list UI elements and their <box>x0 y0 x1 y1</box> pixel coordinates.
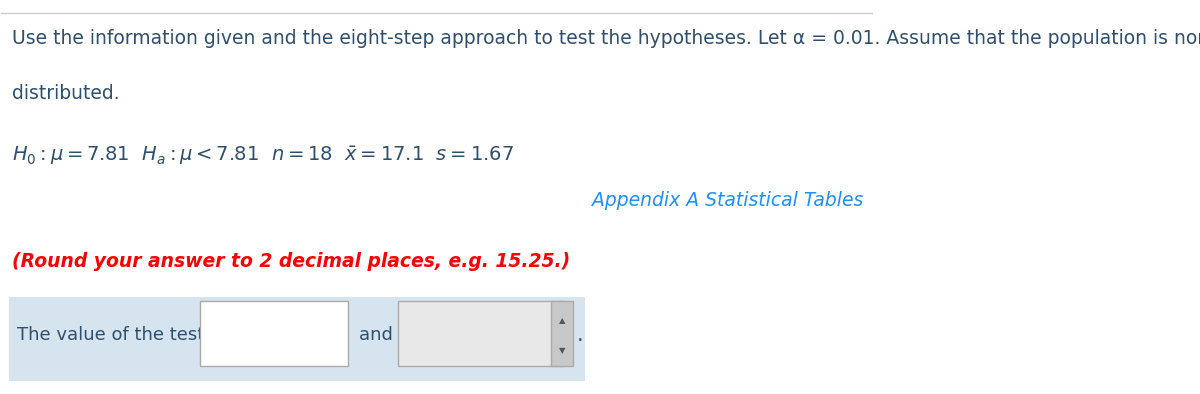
Text: and we: and we <box>359 326 425 344</box>
Text: (Round your answer to 2 decimal places, e.g. 15.25.): (Round your answer to 2 decimal places, … <box>12 252 570 271</box>
Text: .: . <box>577 325 583 345</box>
Text: ▼: ▼ <box>559 346 565 355</box>
FancyBboxPatch shape <box>398 301 564 366</box>
Text: $H_0 : \mu = 7.81$  $H_a : \mu < 7.81$  $n = 18$  $\bar{x} = 17.1$  $s = 1.67$: $H_0 : \mu = 7.81$ $H_a : \mu < 7.81$ $n… <box>12 144 514 167</box>
Text: Appendix A Statistical Tables: Appendix A Statistical Tables <box>592 191 863 210</box>
Text: The value of the test statistic is: The value of the test statistic is <box>17 326 301 344</box>
FancyBboxPatch shape <box>10 297 584 381</box>
Text: Use the information given and the eight-step approach to test the hypotheses. Le: Use the information given and the eight-… <box>12 29 1200 48</box>
FancyBboxPatch shape <box>200 301 348 366</box>
Text: ▲: ▲ <box>559 316 565 325</box>
Text: distributed.: distributed. <box>12 84 120 102</box>
FancyBboxPatch shape <box>551 301 574 366</box>
